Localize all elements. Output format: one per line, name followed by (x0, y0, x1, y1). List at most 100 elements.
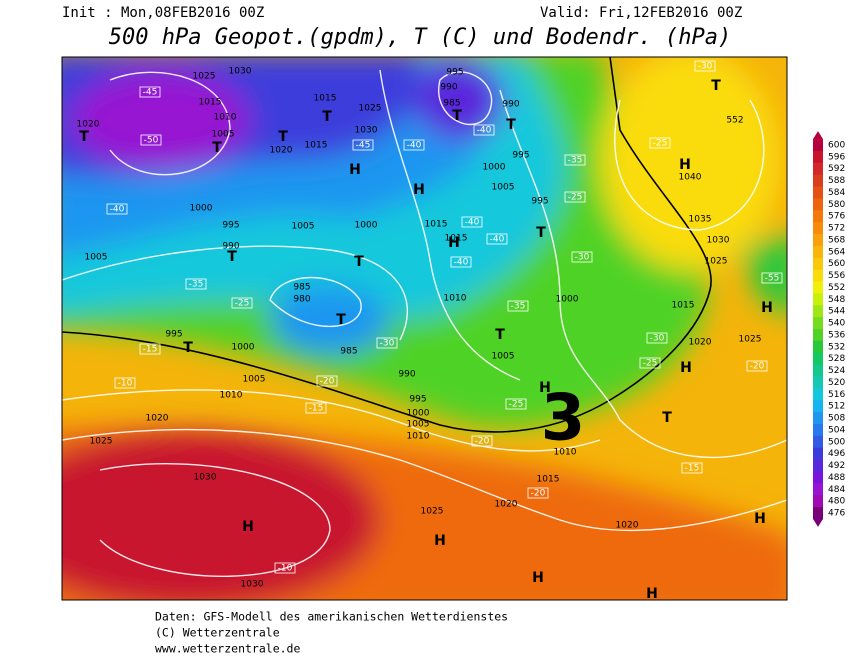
isobar-label: 1025 (359, 104, 382, 114)
colorbar-label: 600 (828, 141, 845, 151)
colorbar-swatch (813, 471, 823, 484)
temperature-label-box (639, 357, 661, 369)
isobar-label: 1020 (689, 338, 712, 348)
isobar-label: 1030 (707, 236, 730, 246)
colorbar-label: 488 (828, 473, 845, 483)
footer-copyright: (C) Wetterzentrale (155, 626, 280, 640)
temperature-label-box (694, 60, 716, 72)
temperature-label-box (231, 297, 253, 309)
isobar-label: 1035 (689, 215, 712, 225)
colorbar-swatch (813, 210, 823, 223)
isobar-label: 1030 (229, 67, 252, 77)
colorbar-swatch (813, 234, 823, 247)
colorbar-swatch (813, 352, 823, 366)
temperature-label-box (305, 402, 327, 414)
isobar-label: 1005 (492, 352, 515, 362)
temperature-label-box (274, 562, 296, 574)
isobar-label: 1000 (190, 204, 213, 214)
isobar-label: 1005 (85, 253, 108, 263)
temperature-label: -25 (568, 193, 583, 203)
temperature-label: -40 (110, 205, 125, 215)
colorbar-label: 476 (828, 509, 845, 519)
annotation-number: 3 (541, 382, 586, 456)
colorbar-label: 516 (828, 390, 845, 400)
isobar-label: 1005 (407, 420, 430, 430)
pressure-center: T (212, 140, 222, 156)
temperature-label: -35 (189, 280, 204, 290)
colorbar-label: 492 (828, 461, 845, 471)
colorbar-label: 532 (828, 342, 845, 352)
temperature-label-box (316, 375, 338, 387)
colorbar-label: 588 (828, 176, 845, 186)
isobar-label: 1025 (421, 507, 444, 517)
isobars (62, 69, 787, 577)
isobar-label: 1010 (554, 448, 577, 458)
colorbar-swatch (813, 293, 823, 306)
temperature-label-box (185, 278, 207, 290)
colorbar-label: 584 (828, 188, 845, 198)
map-frame (61, 56, 788, 601)
isobar-label: 1000 (483, 163, 506, 173)
isobar-label: 1015 (314, 94, 337, 104)
pressure-center: T (183, 340, 193, 356)
isobar-label: 985 (293, 283, 310, 293)
isobar-label: 1020 (146, 414, 169, 424)
colorbar-cap (813, 518, 823, 527)
temperature-label-box (486, 233, 508, 245)
pressure-center: H (539, 380, 551, 396)
colorbar-swatch (813, 329, 823, 342)
pressure-center: T (227, 249, 237, 265)
colorbar-label: 512 (828, 402, 845, 412)
colorbar-swatch (813, 139, 823, 152)
temperature-label-box (746, 360, 768, 372)
colorbar-label: 556 (828, 271, 845, 281)
temperature-label-box (681, 462, 703, 474)
temperature-label: -15 (143, 345, 158, 355)
temperature-label: -15 (685, 464, 700, 474)
temperature-label-box (646, 332, 668, 344)
isobar-label: 1030 (355, 126, 378, 136)
temperature-label-box (352, 139, 374, 151)
colorbar-swatch (813, 388, 823, 401)
temperature-label-box (376, 337, 398, 349)
temperature-label-box (507, 300, 529, 312)
temperature-label: -25 (653, 139, 668, 149)
temperature-label: -20 (320, 377, 335, 387)
isobar-label: 1020 (616, 521, 639, 531)
isobar-label: 1020 (77, 120, 100, 130)
colorbar-label: 552 (828, 283, 845, 293)
footer-url: www.wetterzentrale.de (155, 642, 300, 656)
colorbar-swatch (813, 340, 823, 354)
pressure-center: T (354, 254, 364, 270)
colorbar-label: 548 (828, 295, 845, 305)
map-title: 500 hPa Geopot.(gpdm), T (C) und Bodendr… (109, 25, 732, 50)
isobar-label: 990 (222, 242, 239, 252)
temperature-label: -30 (698, 62, 713, 72)
temperature-label-box (139, 86, 161, 98)
isobar-label: 990 (440, 83, 457, 93)
temperature-label-box (527, 487, 549, 499)
colorbar-label: 580 (828, 200, 845, 210)
colorbar-label: 508 (828, 414, 845, 424)
colorbar-label: 504 (828, 425, 845, 435)
temperature-label-box (450, 256, 472, 268)
colorbar-label: 536 (828, 330, 845, 340)
colorbar-label: 560 (828, 259, 845, 269)
colorbar-label: 524 (828, 366, 845, 376)
isobar-label: 1015 (537, 475, 560, 485)
temperature-label-box (106, 203, 128, 215)
isobar-label: 1010 (220, 391, 243, 401)
isobar-label: 1005 (492, 183, 515, 193)
isobar-label: 1025 (90, 437, 113, 447)
isobar-label: 995 (446, 68, 463, 78)
temperature-label: -20 (750, 362, 765, 372)
colorbar-label: 596 (828, 152, 845, 162)
map-area: 1025 1030 1015 1010 1005 1020 1020 1015 1015 1025… (62, 57, 787, 600)
isobar-label: 1015 (199, 98, 222, 108)
field-shading (62, 57, 787, 600)
pressure-center: H (761, 300, 773, 316)
pressure-center: T (278, 129, 288, 145)
isobar-label: 1025 (739, 335, 762, 345)
colorbar-swatch (813, 245, 823, 259)
